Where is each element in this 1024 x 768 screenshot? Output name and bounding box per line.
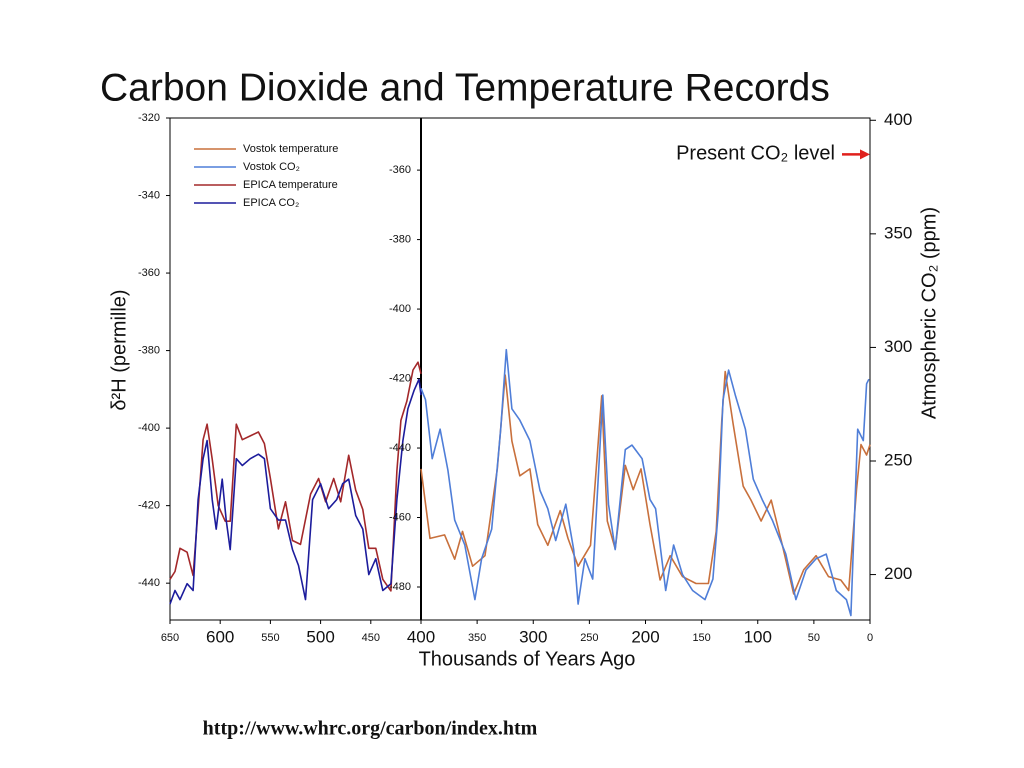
x-tick-label: 650 bbox=[161, 632, 179, 644]
x-tick-label: 600 bbox=[206, 627, 234, 646]
series-line bbox=[169, 361, 422, 592]
y-tick-label: -440 bbox=[138, 577, 160, 589]
y2-tick-label: 400 bbox=[884, 110, 912, 129]
y2-tick-label: 200 bbox=[884, 564, 912, 583]
x-tick-label: 50 bbox=[808, 632, 820, 644]
x-tick-label: 100 bbox=[744, 627, 772, 646]
y2-tick-label: 300 bbox=[884, 337, 912, 356]
x-tick-label: 200 bbox=[631, 627, 659, 646]
legend-label: EPICA CO₂ bbox=[243, 197, 299, 209]
y-tick-label: -420 bbox=[138, 500, 160, 512]
legend-label: Vostok CO₂ bbox=[243, 161, 300, 173]
x-tick-label: 300 bbox=[519, 627, 547, 646]
plot-frame bbox=[169, 117, 871, 621]
source-url: http://www.whrc.org/carbon/index.htm bbox=[203, 718, 538, 740]
y-tick-label: -380 bbox=[138, 344, 160, 356]
legend-label: Vostok temperature bbox=[243, 143, 338, 155]
y-tick-label: -400 bbox=[389, 303, 411, 315]
x-tick-label: 550 bbox=[261, 632, 279, 644]
x-tick-label: 350 bbox=[468, 632, 486, 644]
x-tick-label: 450 bbox=[362, 632, 380, 644]
y-tick-label: -480 bbox=[389, 581, 411, 593]
y-tick-label: -360 bbox=[138, 267, 160, 279]
y-tick-label: -440 bbox=[389, 442, 411, 454]
y-tick-label: -340 bbox=[138, 189, 160, 201]
y-axis-label: δ²H (permille) bbox=[108, 289, 130, 410]
legend-label: EPICA temperature bbox=[243, 179, 338, 191]
x-tick-label: 0 bbox=[867, 632, 873, 644]
x-tick-label: 500 bbox=[306, 627, 334, 646]
y-tick-label: -460 bbox=[389, 511, 411, 523]
series-line bbox=[169, 378, 422, 605]
series-line bbox=[420, 348, 870, 617]
annotation-arrowhead bbox=[860, 149, 870, 160]
y-tick-label: -400 bbox=[138, 422, 160, 434]
y2-tick-label: 250 bbox=[884, 450, 912, 469]
y-tick-label: -420 bbox=[389, 372, 411, 384]
x-tick-label: 250 bbox=[580, 632, 598, 644]
series-line bbox=[420, 370, 871, 595]
y-tick-label: -380 bbox=[389, 233, 411, 245]
annotation-text: Present CO₂ level bbox=[676, 143, 835, 165]
x-axis-label: Thousands of Years Ago bbox=[419, 648, 636, 670]
y2-axis-label: Atmospheric CO₂ (ppm) bbox=[918, 207, 940, 419]
y2-tick-label: 350 bbox=[884, 223, 912, 242]
y-tick-label: -320 bbox=[138, 112, 160, 124]
x-tick-label: 400 bbox=[407, 627, 435, 646]
y-tick-label: -360 bbox=[389, 164, 411, 176]
x-tick-label: 150 bbox=[692, 632, 710, 644]
slide-title: Carbon Dioxide and Temperature Records bbox=[100, 66, 830, 109]
